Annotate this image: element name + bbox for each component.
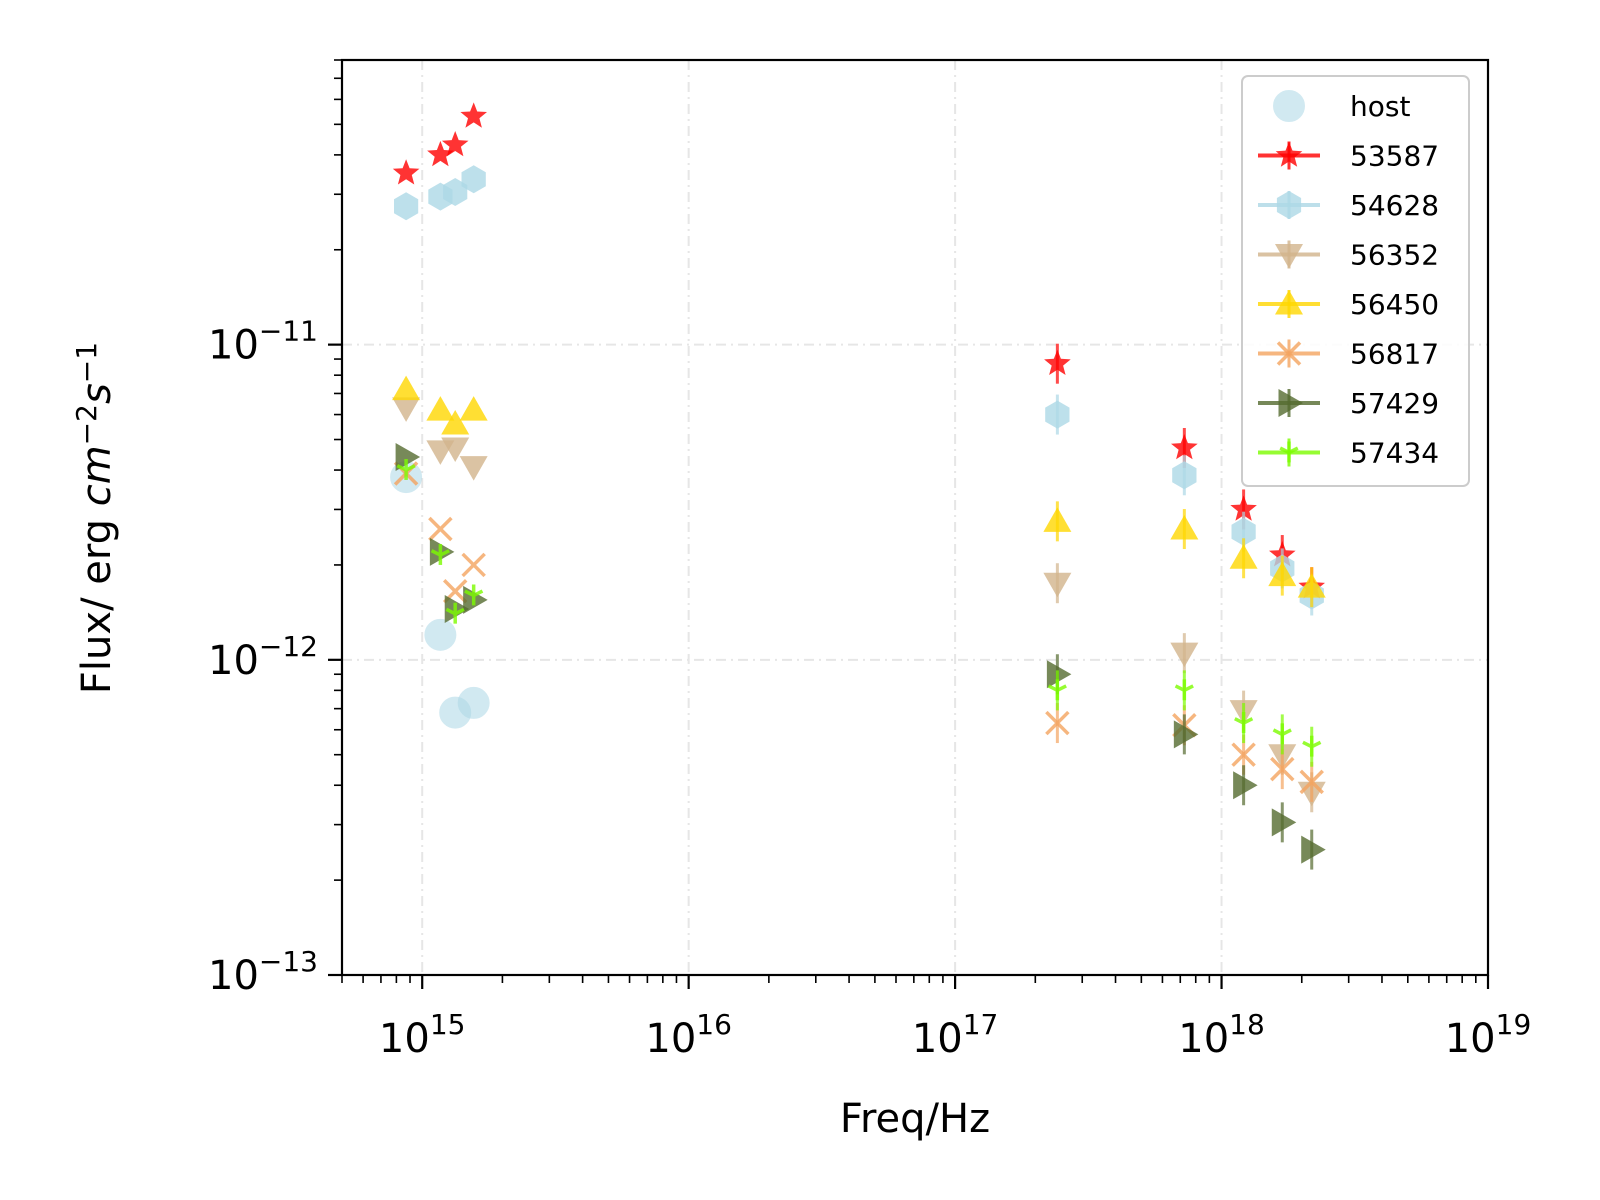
data-point xyxy=(1230,495,1257,521)
legend-marker xyxy=(1273,90,1305,122)
data-point xyxy=(1043,572,1072,598)
legend-entry-54628: 54628 xyxy=(1258,189,1439,222)
legend-marker xyxy=(1279,441,1299,463)
data-point xyxy=(441,437,470,462)
legend-entry-56817: 56817 xyxy=(1258,338,1439,371)
legend-label: 57434 xyxy=(1350,437,1439,470)
legend-marker xyxy=(1275,290,1303,315)
legend-marker xyxy=(1275,244,1303,269)
data-point xyxy=(1044,349,1071,375)
data-point xyxy=(1043,507,1072,532)
data-point xyxy=(1231,517,1256,546)
data-markers xyxy=(390,102,1326,870)
x-tick-label: 1018 xyxy=(1178,1008,1265,1062)
legend-label: 57429 xyxy=(1350,387,1439,420)
series-57434 xyxy=(396,459,1322,767)
data-point xyxy=(1045,710,1070,736)
data-point xyxy=(1174,679,1194,701)
legend-label: 54628 xyxy=(1350,189,1439,222)
data-point xyxy=(1172,461,1197,490)
data-point xyxy=(1047,679,1067,701)
data-point xyxy=(424,618,457,651)
legend-entry-56450: 56450 xyxy=(1258,288,1439,321)
data-point xyxy=(1270,756,1295,782)
data-point xyxy=(392,397,421,422)
data-point xyxy=(396,459,416,480)
legend: host 53587 54628 56352 56450 56817 57429 57434 xyxy=(1241,75,1470,487)
data-point xyxy=(445,602,465,624)
plot-area-frame xyxy=(340,58,1490,977)
data-point xyxy=(441,410,470,435)
x-tick-label: 1016 xyxy=(645,1008,732,1062)
data-point xyxy=(395,443,421,472)
legend-entry-57434: 57434 xyxy=(1258,437,1439,470)
data-point xyxy=(1297,573,1326,598)
x-tick-label: 1019 xyxy=(1445,1008,1532,1062)
data-point xyxy=(1233,771,1258,800)
y-tick-label: 10−11 xyxy=(208,315,318,369)
legend-entry-53587: 53587 xyxy=(1258,140,1439,173)
data-point xyxy=(1234,712,1254,733)
legend-box xyxy=(1241,75,1470,487)
data-point xyxy=(1171,434,1198,460)
axis-ticks: 1015 1016 1017 1018 1019 10−13 10−12 10−11 xyxy=(208,59,1532,1062)
data-point xyxy=(461,165,486,194)
x-axis-label: Freq/Hz xyxy=(840,1096,990,1142)
data-point xyxy=(1229,544,1258,569)
data-point xyxy=(459,456,488,481)
data-point xyxy=(441,131,469,157)
x-tick-label: 1015 xyxy=(379,1008,466,1062)
data-point xyxy=(461,552,486,578)
data-point xyxy=(459,396,488,421)
legend-marker xyxy=(1275,141,1303,167)
x-tick-label: 1017 xyxy=(912,1008,999,1062)
legend-label: 53587 xyxy=(1350,140,1439,173)
legend-label: 56450 xyxy=(1350,288,1439,321)
data-point xyxy=(457,686,490,719)
data-point xyxy=(1231,742,1256,767)
legend-label: 56817 xyxy=(1350,338,1439,371)
data-point xyxy=(1272,723,1292,745)
legend-label: host xyxy=(1350,90,1410,123)
y-tick-label: 10−13 xyxy=(208,945,318,999)
data-point xyxy=(1302,735,1322,757)
data-point xyxy=(1170,515,1199,540)
y-tick-label: 10−12 xyxy=(208,630,318,684)
legend-marker xyxy=(1278,389,1303,417)
data-point xyxy=(1299,769,1324,795)
data-point xyxy=(392,375,421,401)
legend-marker xyxy=(1276,341,1302,366)
legend-marker xyxy=(1276,191,1302,219)
legend-label: 56352 xyxy=(1350,239,1439,272)
y-axis-label: Flux/ erg cm−2s−1 xyxy=(70,342,120,694)
data-point xyxy=(1271,808,1297,837)
data-point xyxy=(1046,660,1072,689)
data-point xyxy=(426,396,455,421)
data-point xyxy=(430,544,450,565)
data-point xyxy=(392,159,420,185)
series-56450 xyxy=(392,375,1326,608)
legend-entry-host: host xyxy=(1273,90,1410,123)
data-point xyxy=(1045,400,1070,429)
data-point xyxy=(1170,642,1199,668)
data-point xyxy=(1301,835,1326,864)
legend-entry-56352: 56352 xyxy=(1258,239,1439,272)
data-point xyxy=(443,178,468,206)
data-point xyxy=(394,192,419,221)
data-point xyxy=(427,140,454,167)
data-point xyxy=(460,102,487,128)
data-point xyxy=(428,516,453,542)
data-point xyxy=(1268,561,1297,587)
data-point xyxy=(464,584,484,606)
legend-entry-57429: 57429 xyxy=(1258,387,1439,420)
data-point xyxy=(1173,720,1199,749)
